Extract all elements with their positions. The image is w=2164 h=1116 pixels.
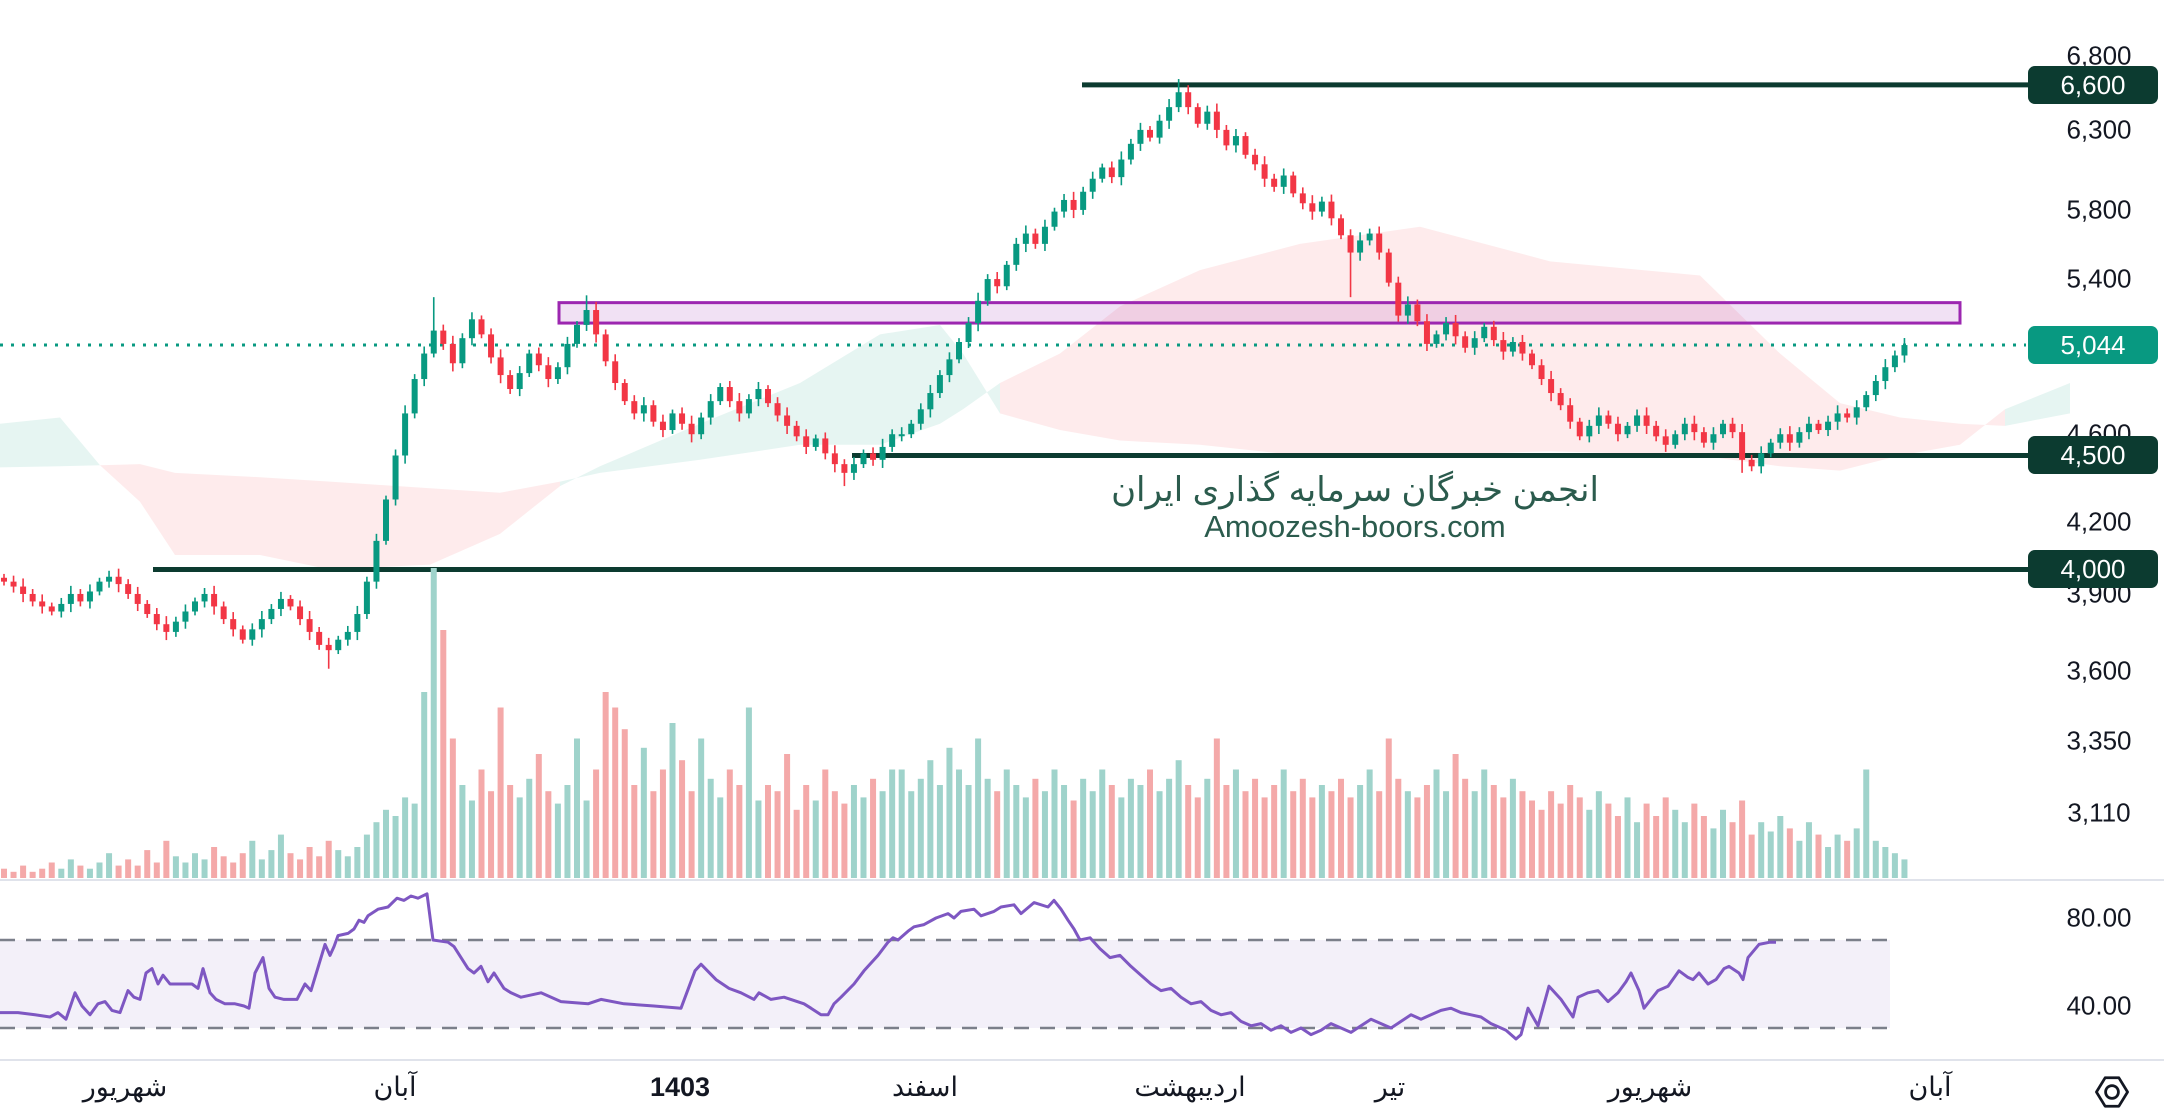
time-label-month: شهریور (82, 1072, 168, 1102)
price-tick: 3,600 (2066, 655, 2132, 686)
time-label-year: 1403 (649, 1072, 711, 1102)
hexagon-settings-icon[interactable] (2090, 1070, 2134, 1114)
time-label-month: تیر (1374, 1072, 1406, 1102)
watermark-line2: Amoozesh-boors.com (1204, 509, 1506, 544)
time-label-month: شهریور (1607, 1072, 1693, 1102)
level-price-badge: 4,500 (2028, 436, 2158, 475)
watermark-line1: انجمن خبرگان سرمایه گذاری ایران (1111, 471, 1599, 509)
price-tick: 5,800 (2066, 194, 2132, 225)
time-label-month: آبان (1908, 1072, 1952, 1102)
price-tick: 6,800 (2066, 40, 2132, 71)
rsi-tick: 40.00 (2066, 990, 2132, 1021)
time-label-month: اردیبهشت (1134, 1072, 1246, 1102)
level-price-badge: 4,000 (2028, 550, 2158, 589)
time-label-month: آبان (373, 1072, 417, 1102)
price-tick: 4,200 (2066, 506, 2132, 537)
level-price-badge: 6,600 (2028, 65, 2158, 104)
last-price-badge: 5,044 (2028, 326, 2158, 365)
price-tick: 5,400 (2066, 263, 2132, 294)
price-tick: 6,300 (2066, 114, 2132, 145)
time-label-month: اسفند (891, 1072, 959, 1102)
rsi-tick: 80.00 (2066, 902, 2132, 933)
price-tick: 3,350 (2066, 725, 2132, 756)
price-tick: 3,110 (2067, 797, 2131, 828)
watermark: انجمن خبرگان سرمایه گذاری ایران Amoozesh… (955, 470, 1755, 544)
